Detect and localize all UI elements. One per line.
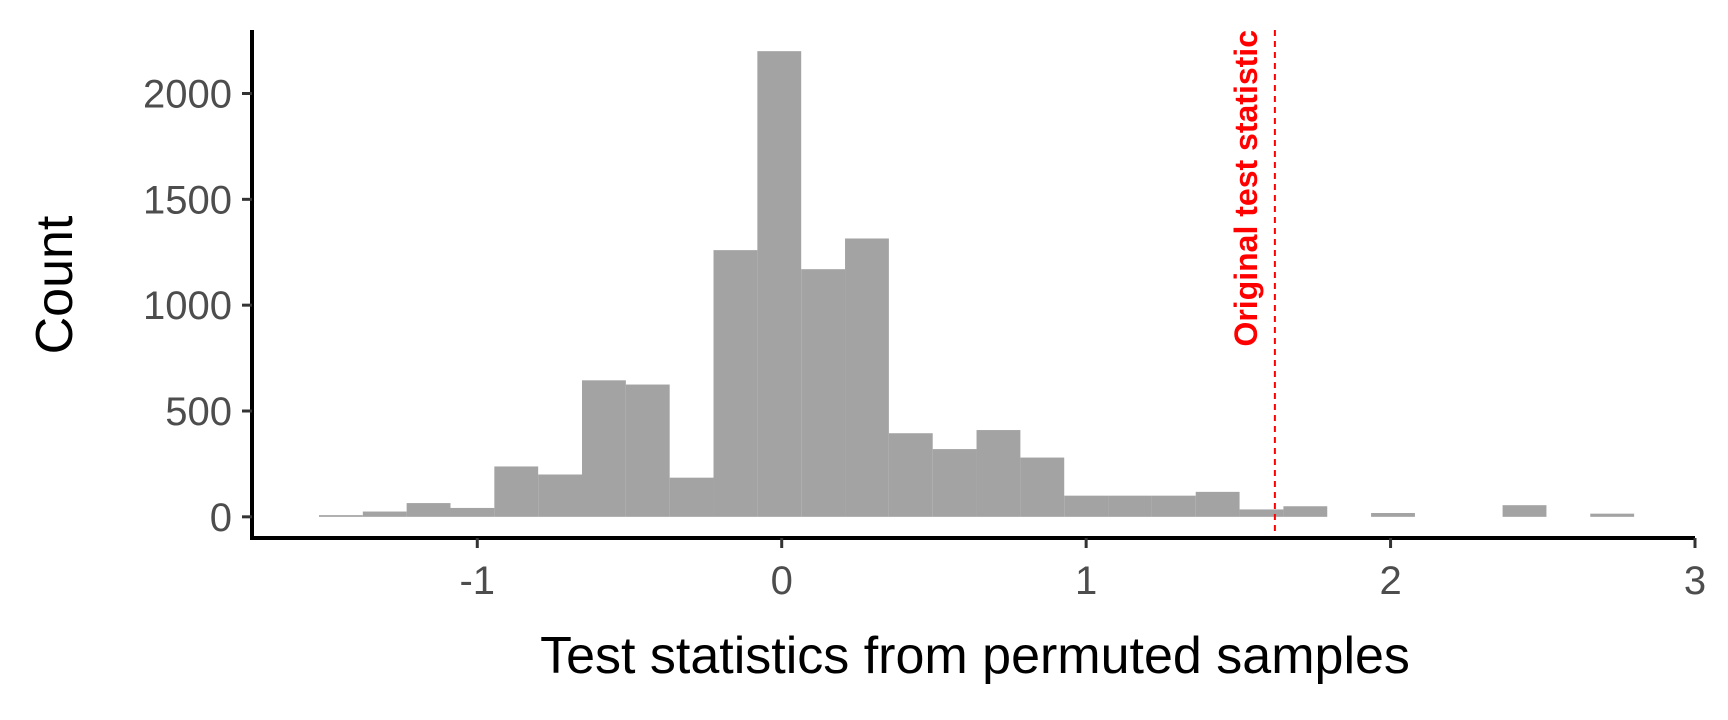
reference-line-label: Original test statistic <box>1228 30 1264 347</box>
y-axis-title: Count <box>26 215 84 354</box>
histogram-bar <box>1151 495 1196 517</box>
histogram-bar <box>757 51 802 517</box>
y-axis-ticks: 0 500 1000 1500 2000 <box>143 73 252 540</box>
histogram-bar <box>406 503 451 517</box>
histogram-bar <box>1020 457 1065 517</box>
histogram-bar <box>1590 513 1635 517</box>
x-tick-label: 2 <box>1379 559 1401 603</box>
histogram-bar <box>1108 495 1152 517</box>
histogram-bar <box>625 384 670 517</box>
histogram-bar <box>1064 495 1109 517</box>
histogram-bar <box>362 511 407 517</box>
x-tick-label: -1 <box>459 559 495 603</box>
histogram-bar <box>494 466 539 517</box>
histogram-bar <box>1239 509 1284 517</box>
y-tick-label: 1500 <box>143 178 232 222</box>
histogram-bar <box>1371 513 1415 517</box>
histogram-bar <box>1195 491 1240 517</box>
reference-line-group: Original test statistic <box>1228 30 1276 538</box>
axes: 0 500 1000 1500 2000 -1 0 1 2 3 <box>143 30 1706 603</box>
x-axis-ticks: -1 0 1 2 3 <box>459 538 1706 603</box>
histogram-bar <box>845 238 889 517</box>
histogram-bar <box>538 474 583 517</box>
histogram-bar <box>713 250 758 517</box>
x-tick-label: 3 <box>1684 559 1706 603</box>
histogram-bar <box>669 477 714 517</box>
histogram-bar <box>1283 506 1328 517</box>
y-tick-label: 1000 <box>143 284 232 328</box>
histogram-bar <box>932 449 977 517</box>
x-tick-label: 1 <box>1075 559 1097 603</box>
x-tick-label: 0 <box>771 559 793 603</box>
histogram-bar <box>1502 505 1547 517</box>
histogram-bar <box>888 433 933 517</box>
y-tick-label: 0 <box>210 496 232 540</box>
histogram-bar <box>450 507 495 517</box>
histogram-bar <box>976 430 1021 517</box>
y-tick-label: 2000 <box>143 73 232 117</box>
y-tick-label: 500 <box>165 390 232 434</box>
histogram-bar <box>582 380 626 517</box>
x-axis-title: Test statistics from permuted samples <box>540 627 1410 685</box>
histogram-bars <box>318 51 1635 517</box>
histogram-bar <box>801 269 846 517</box>
histogram-bar <box>318 515 363 517</box>
